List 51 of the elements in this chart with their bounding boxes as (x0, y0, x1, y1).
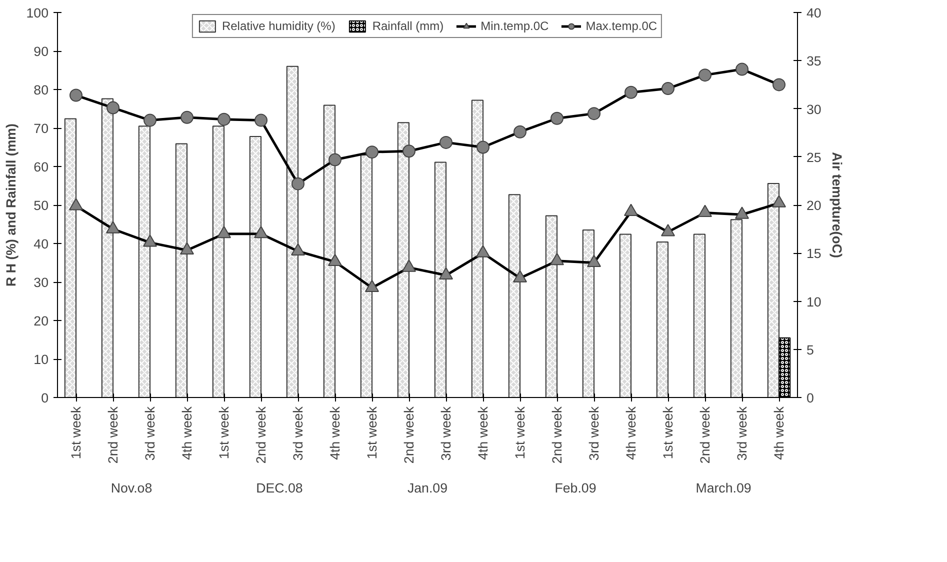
y-tick-label: 40 (34, 236, 49, 252)
legend-label: Max.temp.0C (586, 19, 658, 33)
x-tick-label: 3rd week (290, 406, 306, 461)
y-tick-label: 80 (34, 82, 49, 98)
y2-tick-label: 35 (806, 54, 822, 69)
x-tick-label: 1st week (364, 406, 380, 460)
text: March.09 (696, 480, 752, 496)
text: DEC.08 (256, 480, 303, 496)
text: Jan.09 (407, 480, 448, 496)
x-tick-label: 1st week (68, 406, 84, 460)
text: Feb.09 (554, 480, 596, 496)
x-tick-label: 4th week (624, 406, 638, 460)
x-tick-label: 3rd week (586, 406, 602, 461)
y-tick-label: 30 (34, 275, 49, 290)
y-tick-label: 0 (41, 390, 49, 406)
x-tick-label: 4th week (476, 406, 490, 460)
y2-tick-label: 25 (806, 150, 822, 165)
x-tick-label: 2nd week (106, 406, 120, 464)
x-tick-label: 4th week (180, 406, 194, 460)
y2-tick-label: 5 (806, 342, 814, 358)
legend-label: Min.temp.0C (480, 19, 549, 33)
x-tick-label: 4th week (772, 406, 786, 460)
x-tick-label: 3rd week (438, 406, 454, 461)
x-tick-label: 1st week (216, 406, 232, 460)
text: Nov.o8 (110, 480, 152, 496)
y2-tick-label: 15 (806, 246, 822, 262)
y2-tick-label: 10 (806, 294, 822, 310)
legend-label: Relative humidity (%) (222, 19, 336, 33)
y-tick-label: 100 (26, 6, 49, 20)
y-tick-label: 10 (34, 352, 49, 367)
x-tick-label: 1st week (660, 406, 676, 460)
x-tick-label: 1st week (512, 406, 528, 460)
y-tick-label: 20 (34, 314, 49, 328)
x-tick-label: 3rd week (734, 406, 750, 461)
y2-axis-title: Air tempture(oC) (829, 152, 844, 258)
legend-label: Rainfall (mm) (372, 19, 444, 33)
y2-tick-label: 0 (806, 390, 814, 406)
y2-tick-label: 30 (806, 102, 822, 117)
x-tick-label: 2nd week (402, 406, 416, 464)
x-tick-label: 2nd week (254, 406, 268, 464)
y-tick-label: 60 (34, 160, 49, 174)
y-tick-label: 90 (34, 44, 49, 59)
x-tick-label: 2nd week (550, 406, 564, 464)
y-tick-label: 50 (34, 198, 49, 213)
y-axis-title: R H (%) and Rainfall (mm) (3, 124, 18, 286)
y-tick-label: 70 (34, 121, 49, 136)
y2-tick-label: 40 (806, 6, 822, 20)
y2-tick-label: 20 (806, 198, 822, 213)
x-tick-label: 4th week (328, 406, 342, 460)
x-tick-label: 2nd week (698, 406, 712, 464)
x-tick-label: 3rd week (142, 406, 158, 461)
